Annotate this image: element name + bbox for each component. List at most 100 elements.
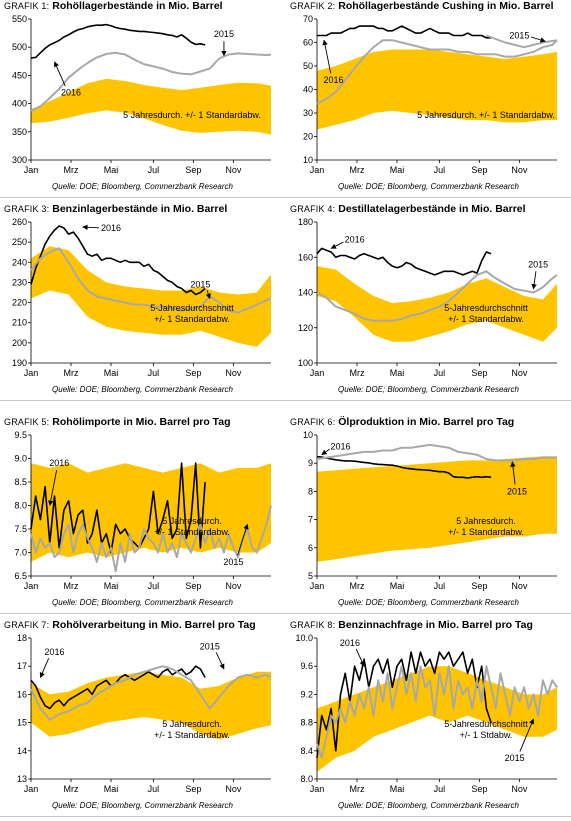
- chart-title-text: Rohölverarbeitung in Mio. Barrel pro Tag: [52, 619, 256, 631]
- series-line-2015: [316, 443, 557, 462]
- y-tick-label: 60: [303, 38, 313, 48]
- y-tick-label: 7.5: [14, 524, 27, 534]
- chart-title: Grafik 3: Benzinlagerbestände in Mio. Ba…: [4, 203, 227, 215]
- series-label-2016: 2016: [45, 647, 65, 657]
- x-tick-label: Mai: [104, 784, 119, 794]
- arrow-icon: [237, 523, 249, 556]
- chart-title: Grafik 5: Rohölimporte in Mio. Barrel pr…: [4, 416, 231, 428]
- arrow-icon: [519, 718, 535, 752]
- band-label: +/- 1 Standardabw.: [154, 314, 230, 324]
- x-tick-label: Mrz: [64, 165, 79, 175]
- y-tick-label: 8.0: [300, 774, 313, 784]
- x-tick-label: Mai: [104, 368, 119, 378]
- y-tick-label: 8.5: [14, 477, 27, 487]
- y-tick-label: 16: [17, 689, 27, 699]
- x-tick-label: Jul: [434, 581, 446, 591]
- y-tick-label: 10: [303, 155, 313, 165]
- band-label: +/- 1 Stdabw.: [460, 730, 513, 740]
- series-label-2016: 2016: [340, 638, 360, 648]
- band-label: 5 Jahresdurch.: [162, 516, 222, 526]
- std-dev-band: [317, 456, 557, 562]
- y-tick-label: 350: [12, 127, 27, 137]
- x-tick-label: Jul: [148, 581, 160, 591]
- x-tick-label: Nov: [225, 165, 242, 175]
- chart-panel-3: Grafik 3: Benzinlagerbestände in Mio. Ba…: [0, 203, 285, 405]
- y-tick-label: 160: [298, 252, 313, 262]
- y-tick-label: 6.5: [14, 571, 27, 581]
- y-tick-label: 40: [303, 85, 313, 95]
- std-dev-band: [31, 671, 271, 740]
- y-tick-label: 15: [17, 718, 27, 728]
- chart-panel-5: Grafik 5: Rohölimporte in Mio. Barrel pr…: [0, 416, 285, 618]
- chart-title-text: Rohöllagerbestände in Mio. Barrel: [52, 0, 223, 12]
- y-tick-label: 9: [308, 458, 313, 468]
- x-tick-label: Mai: [390, 581, 405, 591]
- x-tick-label: Sep: [185, 165, 201, 175]
- chart-title: Grafik 1: Rohöllagerbestände in Mio. Bar…: [4, 0, 223, 12]
- series-label-2015: 2015: [190, 279, 210, 289]
- y-tick-label: 300: [12, 155, 27, 165]
- x-tick-label: Sep: [471, 784, 487, 794]
- x-tick-label: Jan: [310, 784, 325, 794]
- series-line-2016: [316, 455, 492, 479]
- chart-svg: 100 120 140 160 180 Jan Mrz Mai Jul Sep Nov 5-Jahre…: [298, 217, 558, 378]
- y-tick-label: 70: [303, 14, 313, 24]
- y-tick-label: 9.0: [14, 454, 27, 464]
- band-label: 5 Jahresdurch. +/- 1 Standardabw.: [417, 110, 555, 120]
- chart-panel-6: Grafik 6: Ölproduktion in Mio. Barrel pr…: [286, 416, 571, 618]
- chart-title: Grafik 6: Ölproduktion in Mio. Barrel pr…: [290, 416, 514, 428]
- series-label-2015: 2015: [200, 641, 220, 651]
- x-tick-label: Jul: [148, 165, 160, 175]
- x-tick-label: Jul: [434, 368, 446, 378]
- band-label: +/- 1 Standardabw.: [448, 314, 524, 324]
- row-divider: [0, 613, 571, 614]
- series-label-2016: 2016: [61, 87, 81, 97]
- y-tick-label: 550: [12, 14, 27, 24]
- x-tick-label: Nov: [225, 581, 242, 591]
- y-tick-label: 10.0: [295, 633, 313, 643]
- x-tick-label: Jul: [434, 784, 446, 794]
- x-tick-label: Jan: [24, 368, 39, 378]
- y-tick-label: 200: [12, 338, 27, 348]
- y-tick-label: 9.5: [14, 430, 27, 440]
- chart-svg: 190 200 210 220 230 240 250 260 Jan Mrz Mai Jul Sep N…: [12, 217, 272, 378]
- y-tick-label: 7.0: [14, 548, 27, 558]
- x-tick-label: Jul: [434, 165, 446, 175]
- x-tick-label: Sep: [471, 165, 487, 175]
- chart-source: Quelle: DOE; Bloomberg, Commerzbank Rese…: [52, 385, 233, 394]
- band-label: 5-Jahresdurchschnitt: [150, 303, 234, 313]
- chart-title-text: Benzinlagerbestände in Mio. Barrel: [52, 203, 228, 215]
- y-tick-label: 14: [17, 746, 27, 756]
- y-tick-label: 8: [308, 486, 313, 496]
- x-tick-label: Sep: [185, 368, 201, 378]
- y-tick-label: 9.2: [300, 689, 313, 699]
- series-line-2015: [30, 505, 272, 573]
- x-tick-label: Jan: [24, 581, 39, 591]
- chart-svg: 10 20 30 40 50 60 70 Jan Mrz Mai Jul Sep Nov 5 Jahres…: [303, 14, 558, 175]
- y-tick-label: 180: [298, 217, 313, 227]
- chart-title-text: Rohölimporte in Mio. Barrel pro Tag: [52, 416, 231, 428]
- x-tick-label: Mrz: [350, 784, 365, 794]
- series-line-2015: [30, 665, 272, 721]
- chart-number: Grafik 3:: [4, 204, 50, 214]
- x-tick-label: Jan: [310, 581, 325, 591]
- series-line-2016: [316, 247, 492, 276]
- arrow-icon: [48, 469, 58, 507]
- y-tick-label: 140: [298, 288, 313, 298]
- chart-title-text: Rohöllagerbestände Cushing in Mio. Barre…: [338, 0, 554, 12]
- x-tick-label: Mai: [104, 581, 119, 591]
- x-tick-label: Sep: [185, 784, 201, 794]
- series-label-2016: 2016: [323, 75, 343, 85]
- series-line-2015: [316, 39, 558, 105]
- arrow-icon: [510, 461, 516, 485]
- chart-title: Grafik 4: Destillatelagerbestände in Mio…: [290, 203, 526, 215]
- arrow-icon: [531, 271, 537, 290]
- y-tick-label: 400: [12, 99, 27, 109]
- y-tick-label: 18: [17, 633, 27, 643]
- row-divider: [0, 197, 571, 198]
- arrow-icon: [355, 648, 365, 667]
- y-tick-label: 210: [12, 318, 27, 328]
- x-tick-label: Sep: [185, 581, 201, 591]
- chart-svg: 5 6 7 8 9 10 Jan Mrz Mai Jul Sep Nov 5 Jahresdurch.+…: [303, 430, 557, 591]
- chart-svg: 300 350 400 450 500 550 Jan Mrz Mai Jul Sep Nov 5 Ja…: [12, 14, 272, 175]
